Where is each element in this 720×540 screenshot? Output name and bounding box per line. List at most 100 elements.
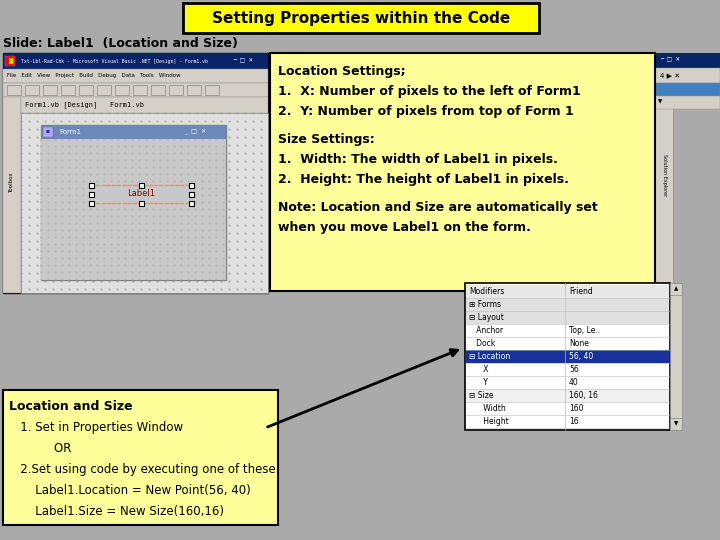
Bar (21, 97, 268, 113)
Text: when you move Label1 on the form.: when you move Label1 on the form. (278, 221, 531, 234)
Bar (43, 127, 53, 137)
Text: 160: 160 (569, 404, 583, 413)
Bar (655, 83, 720, 96)
Bar (139, 183, 144, 188)
Bar (466, 324, 669, 337)
Text: 56: 56 (569, 365, 579, 374)
Text: 56, 40: 56, 40 (569, 352, 593, 361)
Bar (465, 283, 670, 430)
Bar (187, 85, 201, 95)
Bar (3, 390, 278, 525)
Text: ─  □  ✕: ─ □ ✕ (233, 58, 253, 64)
Bar (41, 125, 226, 139)
Text: None: None (569, 339, 589, 348)
Text: 16: 16 (569, 417, 579, 426)
Text: Modifiers: Modifiers (469, 287, 504, 296)
Text: Form1: Form1 (59, 129, 81, 135)
Bar (41, 139, 226, 280)
Bar (466, 285, 669, 298)
Bar (655, 68, 720, 83)
Bar (151, 85, 165, 95)
Bar (3, 53, 268, 293)
Text: 4 ▶ ✕: 4 ▶ ✕ (660, 72, 680, 78)
Bar (655, 83, 720, 96)
Text: ⊟ Location: ⊟ Location (469, 352, 510, 361)
Text: Toolbox: Toolbox (9, 173, 14, 193)
Bar (670, 283, 682, 295)
Bar (97, 85, 111, 95)
Bar (670, 418, 682, 430)
Bar (670, 283, 682, 430)
Bar (61, 85, 75, 95)
Text: 2.Set using code by executing one of these:: 2.Set using code by executing one of the… (9, 463, 280, 476)
Text: Height: Height (469, 417, 509, 426)
Text: ─  □  ✕: ─ □ ✕ (660, 57, 680, 63)
Text: Setting Properties within the Code: Setting Properties within the Code (212, 10, 510, 25)
Bar (270, 53, 655, 291)
Text: Location Settings;: Location Settings; (278, 65, 405, 78)
Bar (3, 53, 268, 69)
Text: Label1: Label1 (127, 190, 155, 199)
Bar (466, 311, 669, 324)
Text: Width: Width (469, 404, 505, 413)
Text: ⊟ Size: ⊟ Size (469, 391, 493, 400)
Bar (91, 185, 191, 203)
Text: Form1.vb [Design]   Form1.vb: Form1.vb [Design] Form1.vb (25, 102, 144, 109)
Text: Solution Explorer: Solution Explorer (662, 154, 667, 196)
Text: Dock: Dock (469, 339, 495, 348)
Text: Friend: Friend (569, 287, 593, 296)
Bar (25, 85, 39, 95)
Bar (655, 53, 673, 293)
Bar (89, 183, 94, 188)
Text: Label1.Size = New Size(160,16): Label1.Size = New Size(160,16) (9, 505, 224, 518)
Text: ▼: ▼ (674, 422, 678, 427)
Bar (655, 53, 720, 68)
Text: 2.  Height: The height of Label1 in pixels.: 2. Height: The height of Label1 in pixel… (278, 173, 569, 186)
Bar (43, 85, 57, 95)
Bar (189, 192, 194, 197)
Text: Note: Location and Size are automatically set: Note: Location and Size are automaticall… (278, 201, 598, 214)
Text: ▼: ▼ (658, 99, 662, 105)
Bar (466, 337, 669, 350)
Text: File   Edit   View   Project   Build   Debug   Data   Tools   Window: File Edit View Project Build Debug Data … (7, 73, 181, 78)
Bar (466, 389, 669, 402)
Text: Txt-Lbl-Rad-Chk - Microsoft Visual Basic .NET [Design] - Form1.vb: Txt-Lbl-Rad-Chk - Microsoft Visual Basic… (21, 58, 208, 64)
Text: ⊞ Forms: ⊞ Forms (469, 300, 501, 309)
Bar (205, 85, 219, 95)
Bar (169, 85, 183, 95)
Text: 1.  X: Number of pixels to the left of Form1: 1. X: Number of pixels to the left of Fo… (278, 85, 581, 98)
Text: Location and Size: Location and Size (9, 400, 132, 413)
Bar (7, 85, 21, 95)
Bar (3, 83, 268, 97)
Bar (21, 113, 268, 293)
Bar (139, 201, 144, 206)
Bar (189, 183, 194, 188)
Text: OR: OR (9, 442, 71, 455)
Bar (466, 363, 669, 376)
Text: _  □  ✕: _ □ ✕ (184, 129, 206, 135)
Text: Slide: Label1  (Location and Size): Slide: Label1 (Location and Size) (3, 37, 238, 50)
Text: Y: Y (469, 378, 488, 387)
Text: ▲: ▲ (674, 287, 678, 292)
Bar (89, 192, 94, 197)
Text: Anchor: Anchor (469, 326, 503, 335)
Text: 40: 40 (569, 378, 579, 387)
Bar (466, 376, 669, 389)
Text: Top, Le..: Top, Le.. (569, 326, 600, 335)
Text: 160, 16: 160, 16 (569, 391, 598, 400)
Text: ■: ■ (46, 130, 50, 134)
Bar (5, 56, 15, 66)
Bar (133, 85, 147, 95)
Bar (466, 415, 669, 428)
Bar (466, 402, 669, 415)
Bar (466, 350, 669, 363)
Text: ▓: ▓ (8, 58, 12, 64)
Text: ⊟ Layout: ⊟ Layout (469, 313, 504, 322)
Bar (79, 85, 93, 95)
Bar (115, 85, 129, 95)
Text: X: X (469, 365, 488, 374)
Bar (189, 201, 194, 206)
Bar (41, 125, 226, 280)
Bar (3, 69, 268, 83)
Text: Size Settings:: Size Settings: (278, 133, 374, 146)
